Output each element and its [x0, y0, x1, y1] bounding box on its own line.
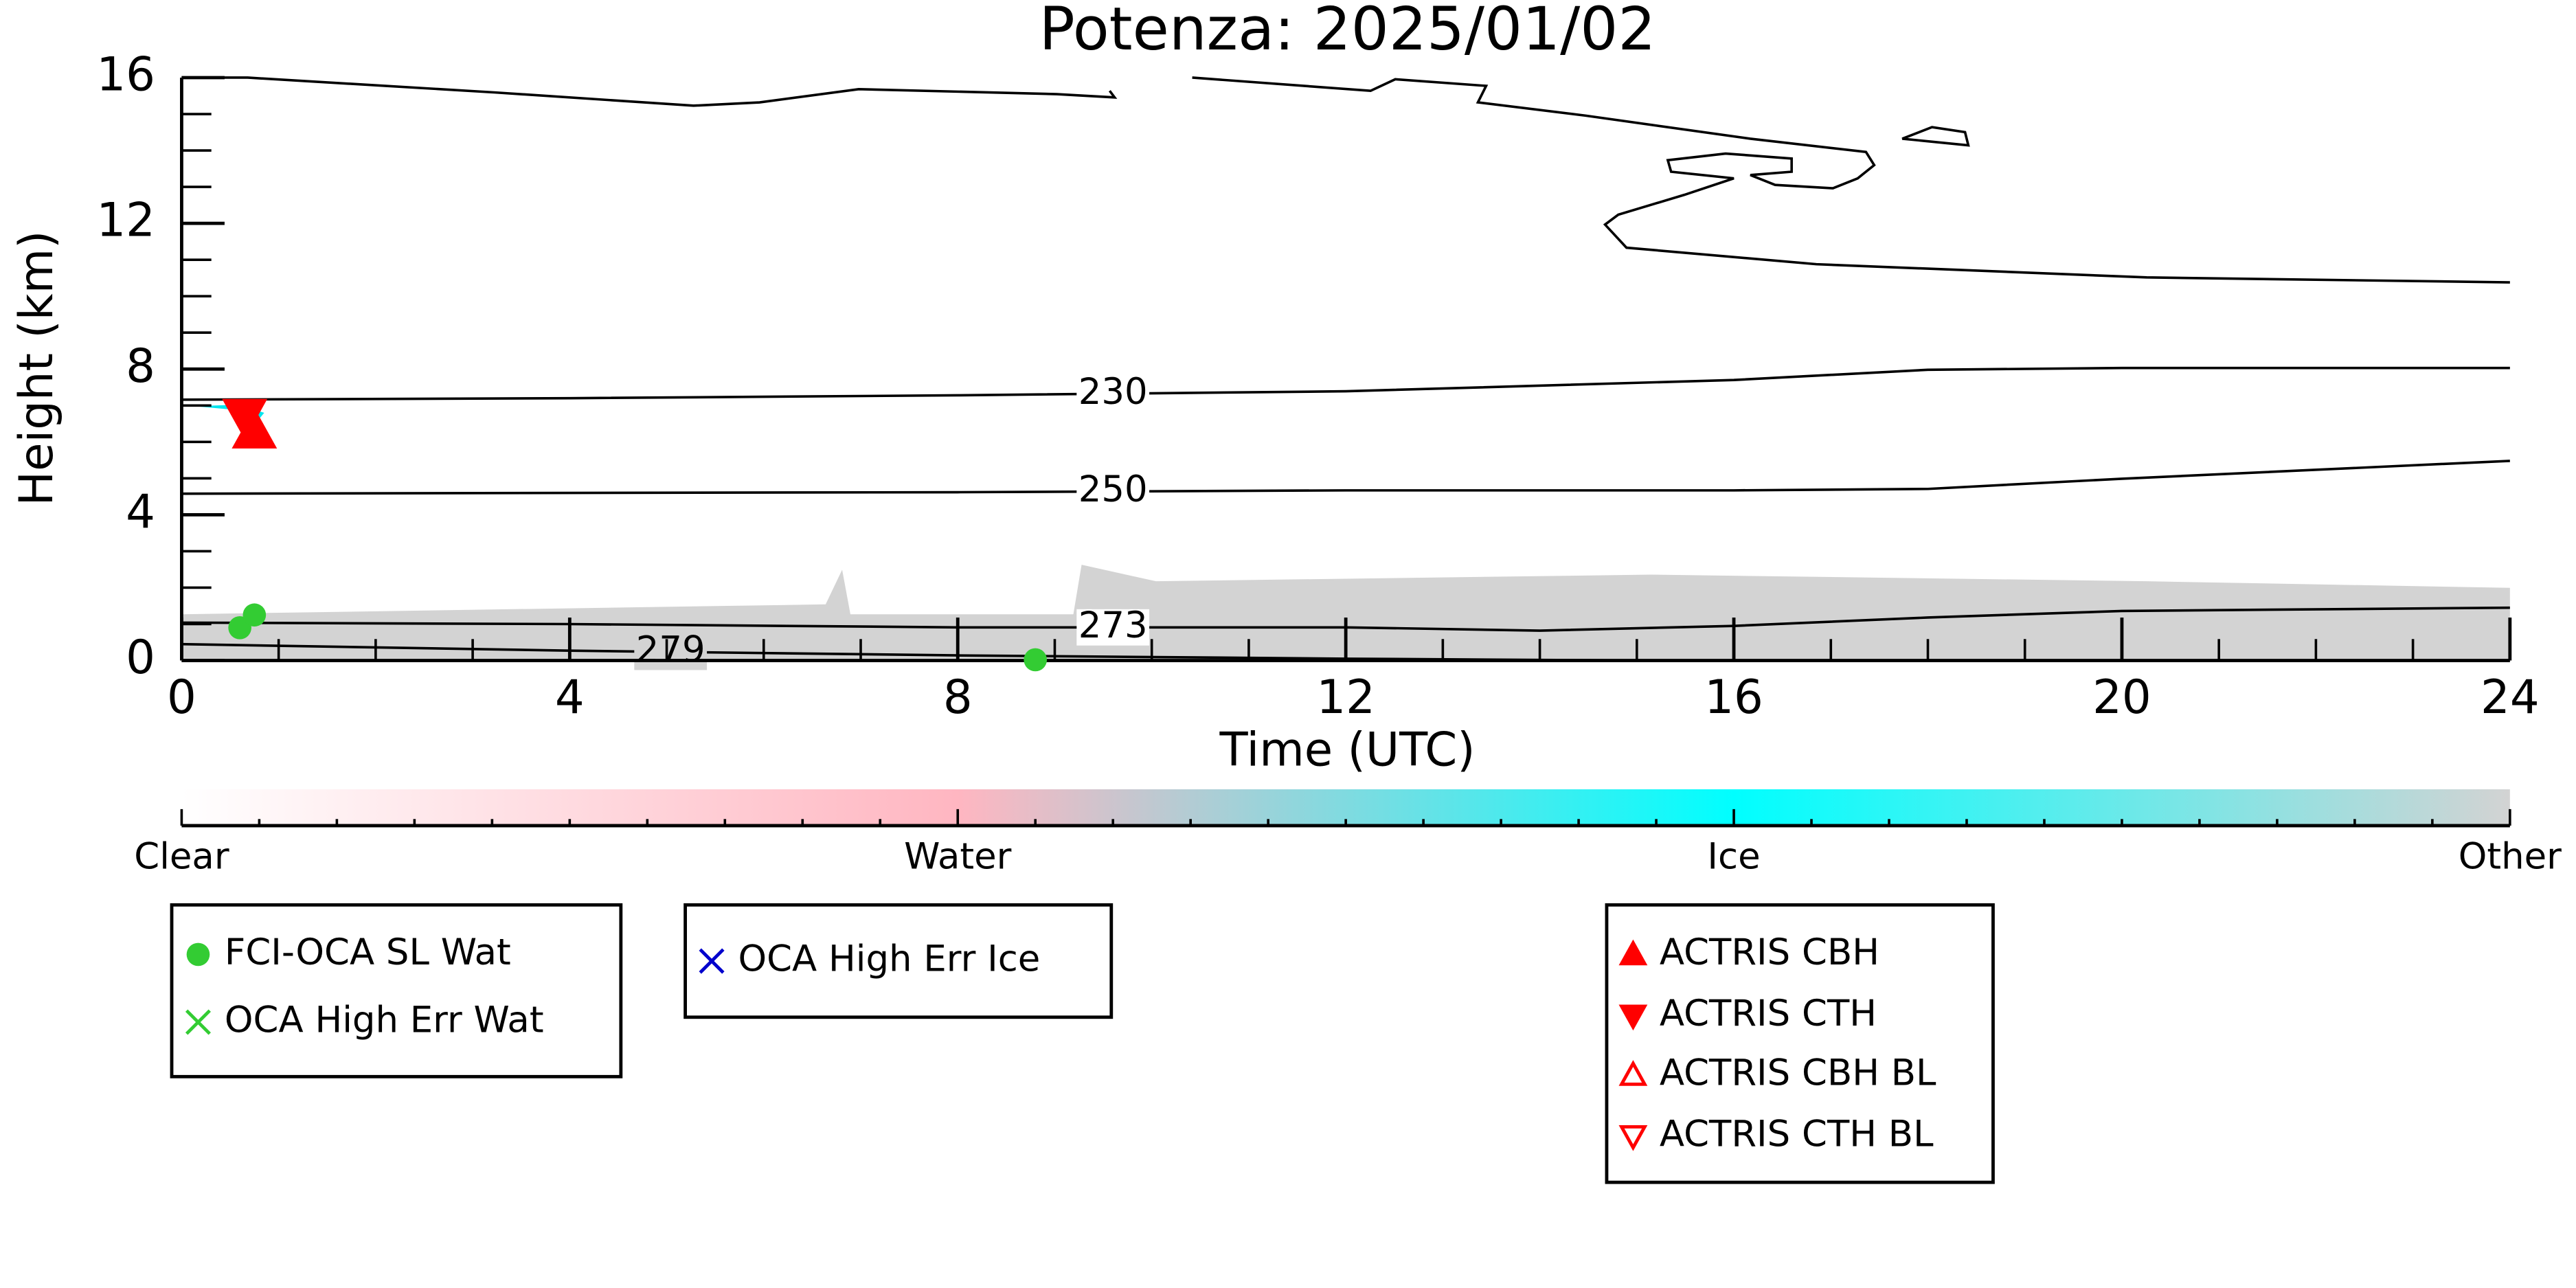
- contour-line: [181, 366, 2510, 401]
- marker-circle: [1024, 648, 1048, 672]
- legend-label: ACTRIS CBH BL: [1660, 1052, 1936, 1094]
- x-tick-label: 12: [1316, 670, 1375, 724]
- x-tick-label: 0: [167, 670, 196, 724]
- legend-box: [170, 903, 623, 1078]
- y-tick-label: 8: [126, 339, 155, 393]
- legend-label: OCA High Err Ice: [738, 938, 1041, 980]
- x-tick-label: 8: [943, 670, 973, 724]
- contour-label: 230: [1078, 371, 1148, 413]
- x-tick-label: 16: [1704, 670, 1763, 724]
- contour-label-bg: [1076, 473, 1150, 510]
- legend-marker: [1618, 1060, 1648, 1086]
- colorbar-label: Water: [904, 836, 1012, 878]
- legend-label: ACTRIS CTH BL: [1660, 1113, 1934, 1155]
- y-tick-label: 4: [126, 485, 155, 539]
- legend-marker: [1618, 1004, 1648, 1031]
- cloud-other: [181, 565, 2510, 661]
- x-tick-label: 20: [2092, 670, 2151, 724]
- contour-label-bg: [634, 633, 708, 670]
- colorbar-label: Ice: [1707, 836, 1760, 878]
- legend-box: [1605, 903, 1995, 1184]
- legend-marker: [699, 948, 725, 974]
- legend-marker: [1618, 1125, 1648, 1151]
- contour-line: [181, 606, 2510, 632]
- contour-line: [181, 460, 2510, 495]
- y-tick-label: 16: [96, 48, 155, 102]
- chart-title: Potenza: 2025/01/02: [1039, 0, 1656, 64]
- colorbar-label: Other: [2459, 836, 2562, 878]
- legend-marker: [1618, 939, 1648, 966]
- contour-label-bg: [1076, 375, 1150, 412]
- legend-label: FCI-OCA SL Wat: [225, 931, 511, 973]
- y-tick-label: 12: [96, 194, 155, 247]
- colorbar-label: Clear: [134, 836, 229, 878]
- legend-marker: [185, 1009, 211, 1035]
- y-tick-label: 0: [126, 631, 155, 684]
- x-axis-label: Time (UTC): [1219, 723, 1476, 777]
- contour-label: 279: [636, 629, 705, 671]
- marker-circle: [242, 603, 267, 627]
- marker-triangle-down: [222, 398, 268, 440]
- x-tick-label: 4: [555, 670, 585, 724]
- contour-label: 273: [1078, 605, 1148, 646]
- legend-marker: [186, 942, 210, 967]
- contour-label-bg: [1076, 609, 1150, 646]
- legend-label: OCA High Err Wat: [225, 999, 544, 1041]
- contour-label: 250: [1078, 468, 1148, 510]
- tropopause-contour: [181, 76, 2510, 284]
- legend-label: ACTRIS CBH: [1660, 931, 1879, 973]
- legend-box: [683, 903, 1114, 1019]
- legend-label: ACTRIS CTH: [1660, 993, 1877, 1035]
- x-tick-label: 24: [2481, 670, 2540, 724]
- y-axis-label: Height (km): [10, 231, 63, 506]
